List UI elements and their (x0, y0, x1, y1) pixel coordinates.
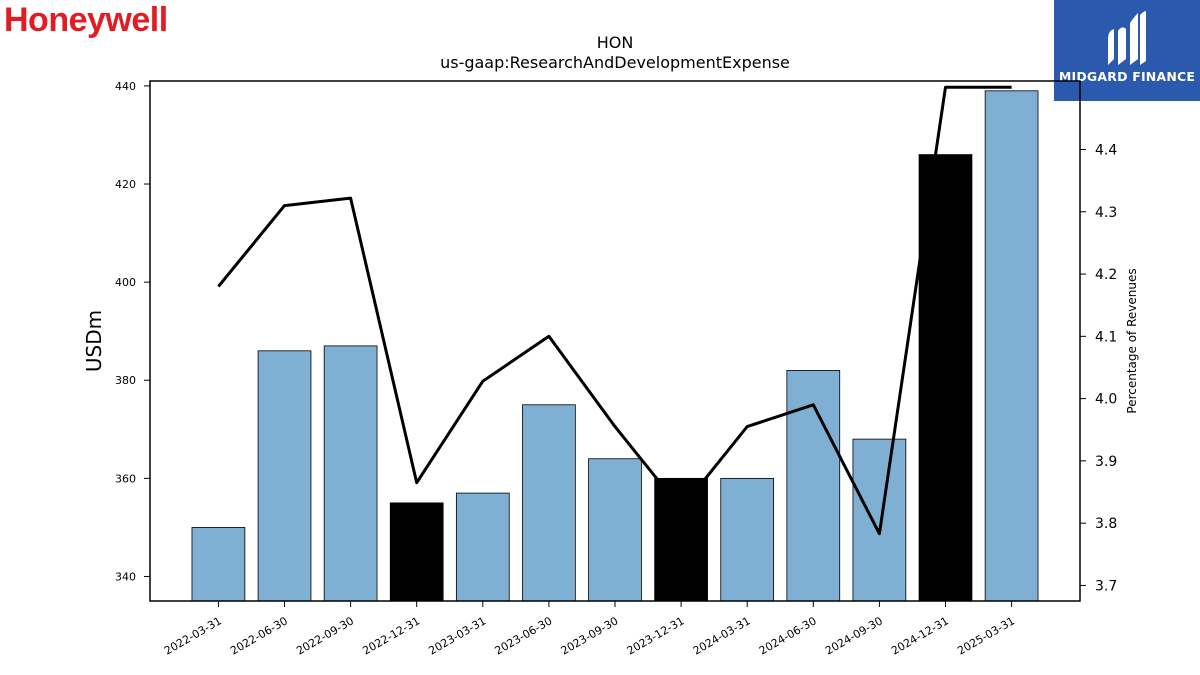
midgard-mark-icon (1108, 11, 1146, 65)
y2-tick-label-4.2: 4.2 (1095, 267, 1117, 283)
y2-tick-label-3.8: 3.8 (1095, 516, 1117, 532)
x-tick-label-2023-12-31: 2023-12-31 (625, 614, 687, 657)
y2-tick-label-4.1: 4.1 (1095, 329, 1117, 345)
bar-2023-03-31 (455, 492, 510, 602)
y-tick-label-340: 340 (115, 570, 136, 583)
x-axis: 2022-03-31 2022-06-30 2022-09-30 2022-12-31… (162, 601, 1017, 658)
chart-subtitle: us-gaap:ResearchAndDevelopmentExpense (440, 53, 790, 72)
honeywell-logo: Honeywell (4, 0, 168, 40)
y-tick-label-440: 440 (115, 80, 136, 93)
honeywell-logo-text: Honeywell (4, 1, 168, 39)
x-tick-label-2024-03-31: 2024-03-31 (691, 614, 753, 657)
x-tick-label-2022-09-30: 2022-09-30 (294, 614, 356, 657)
bars-group (191, 90, 1039, 602)
y2-axis-label: Percentage of Revenues (1125, 268, 1139, 413)
bar-2025-03-31 (984, 90, 1039, 602)
bar-2022-06-30 (257, 350, 312, 602)
y-tick-label-380: 380 (115, 374, 136, 387)
x-tick-label-2022-06-30: 2022-06-30 (228, 614, 290, 657)
bar-2023-12-31 (654, 477, 708, 602)
bar-2024-06-30 (786, 370, 841, 602)
y-axis-label: USDm (82, 310, 106, 372)
x-tick-label-2022-03-31: 2022-03-31 (162, 614, 224, 657)
y-tick-label-420: 420 (115, 178, 136, 191)
x-tick-label-2023-09-30: 2023-09-30 (559, 614, 621, 657)
y-tick-label-360: 360 (115, 472, 136, 485)
left-axis: 340 360 380 400 420 440 (115, 80, 150, 583)
bar-2022-03-31 (191, 527, 246, 602)
y2-tick-label-3.9: 3.9 (1095, 454, 1117, 470)
y2-tick-label-4: 4.0 (1095, 392, 1117, 408)
x-tick-label-2022-12-31: 2022-12-31 (360, 614, 422, 657)
x-tick-label-2024-06-30: 2024-06-30 (757, 614, 819, 657)
chart-title: HON (597, 33, 634, 52)
bar-2023-06-30 (522, 404, 576, 602)
x-tick-label-2023-03-31: 2023-03-31 (426, 614, 488, 657)
line-group (217, 85, 1012, 536)
bar-2022-09-30 (323, 345, 378, 602)
right-axis: 3.7 3.8 3.9 4.0 4.1 4.2 4.3 4.4 (1080, 143, 1117, 594)
y-tick-label-400: 400 (115, 276, 136, 289)
y2-tick-label-4.4: 4.4 (1095, 143, 1117, 159)
bar-2022-12-31 (389, 502, 444, 602)
x-tick-label-2023-06-30: 2023-06-30 (493, 614, 555, 657)
midgard-logo-text: MIDGARD FINANCE (1058, 69, 1196, 84)
x-tick-label-2025-03-31: 2025-03-31 (955, 614, 1017, 657)
bar-2024-09-30 (852, 438, 907, 602)
percentage-line (217, 85, 1012, 536)
x-tick-label-2024-09-30: 2024-09-30 (823, 614, 885, 657)
y2-tick-label-4.3: 4.3 (1095, 205, 1117, 221)
x-tick-label-2024-12-31: 2024-12-31 (889, 614, 951, 657)
y2-tick-label-3.7: 3.7 (1095, 578, 1117, 594)
bar-2023-09-30 (588, 458, 642, 602)
plot-frame (149, 80, 1081, 602)
midgard-finance-logo: MIDGARD FINANCE (1054, 0, 1200, 101)
bar-2024-03-31 (720, 477, 775, 602)
